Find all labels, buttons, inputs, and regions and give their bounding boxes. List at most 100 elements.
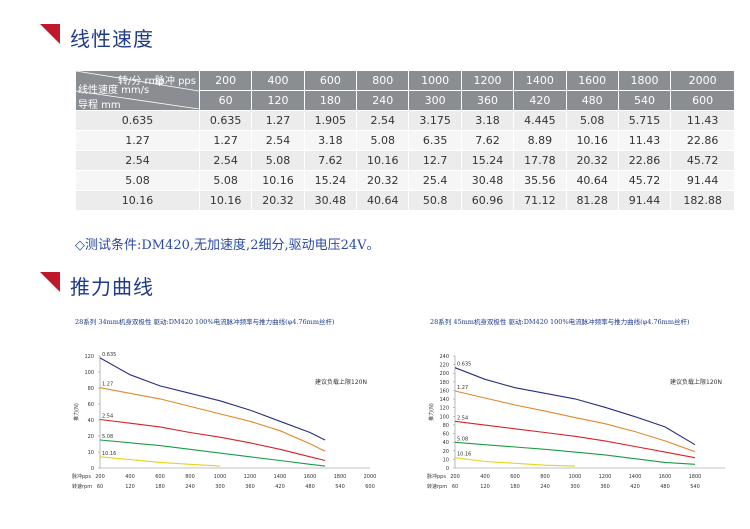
y-tick-label: 120 (439, 406, 449, 412)
y-tick-label: 220 (439, 363, 449, 369)
y-tick-label: 0 (91, 466, 94, 472)
x-tick-pps: 400 (480, 474, 490, 480)
header-pps: 1600 (565, 70, 619, 91)
header-pps: 1800 (617, 70, 672, 91)
speed-cell: 45.72 (670, 150, 735, 171)
x-tick-rpm: 420 (630, 484, 640, 490)
thrust-chart-45mm: 28系列 45mm机身双极性 驱动:DM420 100%电流脉冲频率与推力曲线(… (427, 317, 725, 490)
speed-cell: 10.16 (198, 190, 253, 211)
speed-cell: 60.96 (460, 190, 515, 211)
speed-cell: 11.43 (670, 110, 735, 131)
x-tick-rpm: 240 (540, 484, 550, 490)
thrust-chart-34mm: 28系列 34mm机身双极性 驱动:DM420 100%电流脉冲频率与推力曲线(… (72, 317, 377, 490)
speed-cell: 5.08 (565, 110, 619, 131)
y-tick-label: 40 (88, 418, 94, 424)
x-tick-pps: 800 (540, 474, 550, 480)
y-tick-label: 10 (88, 450, 94, 456)
y-tick-label: 100 (84, 370, 94, 376)
lead-cell: 10.16 (75, 190, 200, 211)
speed-cell: 25.4 (408, 170, 462, 191)
speed-cell: 20.32 (565, 150, 619, 171)
load-limit-annotation: 建议负载上限120N (670, 378, 722, 386)
speed-cell: 10.16 (565, 130, 619, 151)
table-row: 5.08 5.08 10.16 15.24 20.32 25.4 30.48 35.56 40.… (75, 170, 735, 191)
header-rpm: 420 (513, 90, 567, 111)
table-row: 0.635 0.635 1.27 1.905 2.54 3.175 3.18 4.445 5.0… (75, 110, 735, 131)
speed-cell: 182.88 (670, 190, 735, 211)
x-tick-pps: 600 (510, 474, 520, 480)
corner-label: 线性速度 mm/s (78, 85, 150, 96)
speed-cell: 71.12 (513, 190, 567, 211)
header-pps: 1400 (513, 70, 567, 91)
x-tick-pps: 1000 (214, 474, 227, 480)
chart-title: 28系列 34mm机身双极性 驱动:DM420 100%电流脉冲频率与推力曲线(… (75, 317, 335, 326)
x-tick-rpm: 180 (155, 484, 165, 490)
corner-label: 转/分 rmp (118, 76, 165, 87)
x-tick-rpm: 360 (600, 484, 610, 490)
x-tick-pps: 1600 (659, 474, 672, 480)
header-rpm: 60 (198, 90, 253, 111)
x-tick-rpm: 540 (690, 484, 700, 490)
y-tick-label: 240 (439, 354, 449, 360)
series-line-10.16 (454, 457, 576, 467)
y-tick-label: 100 (439, 414, 449, 420)
y-tick-label: 0 (446, 466, 449, 472)
y-tick-label: 80 (443, 423, 449, 429)
y-tick-label: 40 (443, 440, 449, 446)
speed-cell: 2.54 (251, 130, 305, 151)
header-pps: 2000 (670, 70, 735, 91)
speed-cell: 15.24 (460, 150, 515, 171)
y-tick-label: 20 (88, 434, 94, 440)
table-row: 1.27 1.27 2.54 3.18 5.08 6.35 7.62 8.89 10.16 11.… (75, 130, 735, 151)
x-tick-pps: 1200 (244, 474, 257, 480)
y-axis-label: 推力(N) (73, 403, 80, 421)
speed-cell: 40.64 (565, 170, 619, 191)
y-tick-label: 10 (443, 457, 449, 463)
speed-cell: 30.48 (460, 170, 515, 191)
speed-cell: 8.89 (513, 130, 567, 151)
series-line-5.08 (99, 439, 326, 467)
speed-cell: 4.445 (513, 110, 567, 131)
speed-cell: 81.28 (565, 190, 619, 211)
x-tick-pps: 800 (185, 474, 195, 480)
x-tick-pps: 2000 (364, 474, 377, 480)
speed-cell: 2.54 (198, 150, 253, 171)
series-label: 10.16 (102, 451, 116, 457)
triangle-marker-icon (40, 24, 60, 44)
speed-cell: 17.78 (513, 150, 567, 171)
x-tick-rpm: 360 (245, 484, 255, 490)
x-tick-rpm: 120 (125, 484, 135, 490)
series-label: 2.54 (457, 415, 468, 421)
x-tick-rpm: 180 (510, 484, 520, 490)
x-tick-pps: 200 (450, 474, 460, 480)
x-tick-pps: 600 (155, 474, 165, 480)
y-tick-label: 80 (88, 386, 94, 392)
x-tick-pps: 1800 (689, 474, 702, 480)
table-corner-header: 转/分 rmp 线性速度 mm/s 导程 mm 脉冲 pps (75, 70, 200, 111)
series-line-0.635 (99, 357, 326, 441)
series-line-2.54 (454, 420, 696, 459)
x-tick-rpm: 600 (365, 484, 375, 490)
section-title-thrust: 推力曲线 (40, 270, 154, 300)
speed-cell: 3.18 (303, 130, 358, 151)
y-tick-label: 160 (439, 388, 449, 394)
speed-cell: 3.18 (460, 110, 515, 131)
header-pps: 200 (198, 70, 253, 91)
x-tick-pps: 1200 (599, 474, 612, 480)
series-label: 0.635 (457, 362, 471, 368)
x-tick-rpm: 240 (185, 484, 195, 490)
row-label-pps: 脉冲pps (427, 473, 446, 480)
speed-cell: 45.72 (617, 170, 672, 191)
speed-cell: 12.7 (408, 150, 462, 171)
load-limit-annotation: 建议负载上限120N (315, 378, 367, 386)
y-tick-label: 140 (439, 397, 449, 403)
test-condition-note: ◇测试条件:DM420,无加速度,2细分,驱动电压24V。 (75, 238, 380, 253)
series-line-0.635 (454, 367, 696, 446)
table-row: 2.54 2.54 5.08 7.62 10.16 12.7 15.24 17.78 20.32… (75, 150, 735, 171)
speed-cell: 5.08 (356, 130, 410, 151)
header-rpm: 120 (251, 90, 305, 111)
speed-cell: 1.27 (198, 130, 253, 151)
x-tick-rpm: 300 (215, 484, 225, 490)
speed-cell: 5.08 (198, 170, 253, 191)
speed-cell: 35.56 (513, 170, 567, 191)
